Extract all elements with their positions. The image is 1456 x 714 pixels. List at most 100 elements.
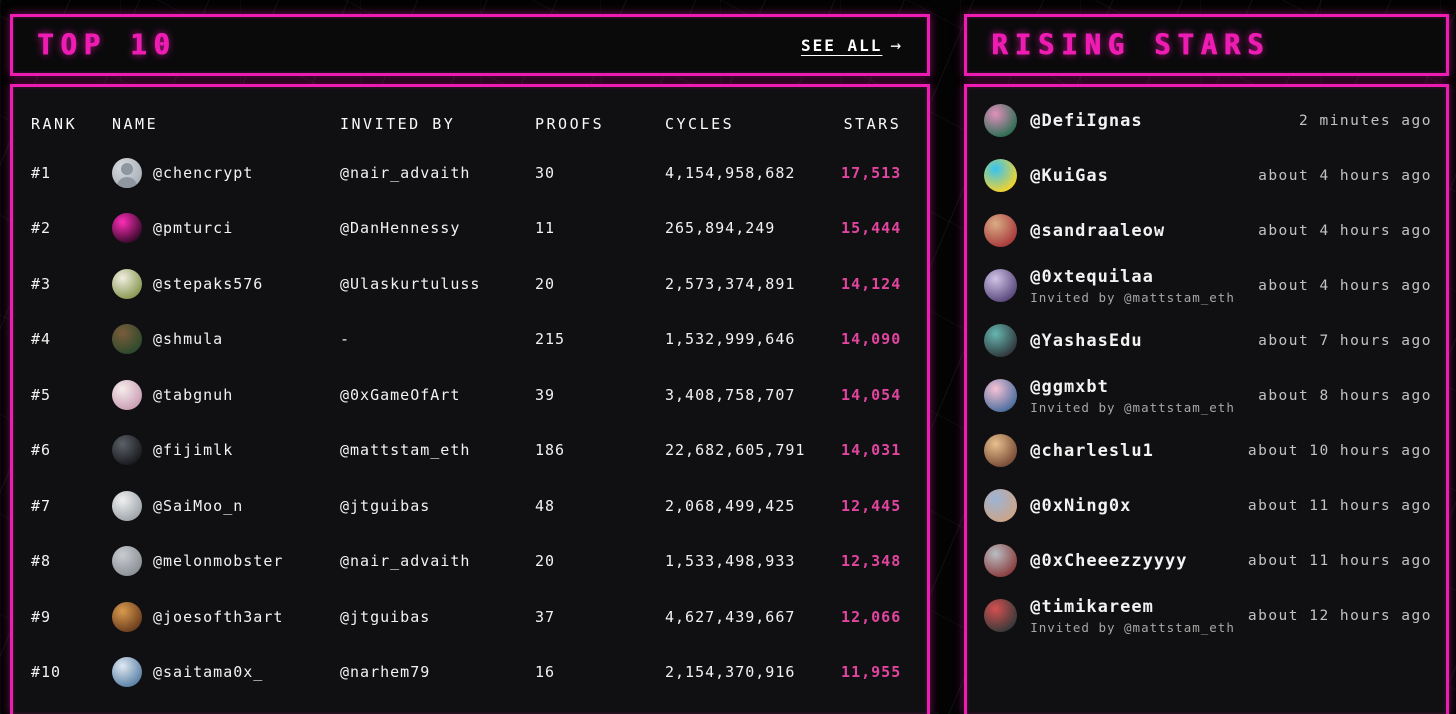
- duck-avatar: [112, 268, 142, 299]
- rank-cell: #5: [31, 385, 52, 404]
- table-row[interactable]: #7 @SaiMoo_n @jtguibas 48 2,068,499,425 …: [31, 478, 901, 534]
- name-cell: @pmturci: [112, 213, 340, 244]
- timestamp: about 12 hours ago: [1247, 607, 1432, 624]
- rising-star-item[interactable]: @KuiGas about 4 hours ago: [984, 148, 1432, 203]
- stars-cell: 17,513: [841, 163, 902, 182]
- name-cell: @stepaks576: [112, 268, 340, 299]
- stars-cell: 12,066: [841, 607, 902, 626]
- column-header-invited-by: INVITED BY: [340, 115, 456, 133]
- stars-cell: 14,054: [841, 385, 902, 404]
- table-header-row: RANK NAME INVITED BY PROOFS CYCLES STARS: [31, 101, 901, 145]
- rising-star-item[interactable]: @0xCheeezzyyyy about 11 hours ago: [984, 533, 1432, 588]
- cycles-cell: 265,894,249: [665, 219, 776, 238]
- timestamp: about 11 hours ago: [1247, 497, 1432, 514]
- username: @saitama0x_: [153, 663, 264, 682]
- rising-star-item[interactable]: @charleslu1 about 10 hours ago: [984, 423, 1432, 478]
- table-row[interactable]: #5 @tabgnuh @0xGameOfArt 39 3,408,758,70…: [31, 367, 901, 423]
- column-header-stars: STARS: [843, 115, 902, 133]
- rising-star-item[interactable]: @0xtequilaa Invited by @mattstam_eth abo…: [984, 258, 1432, 313]
- table-row[interactable]: #1 @chencrypt @nair_advaith 30 4,154,958…: [31, 145, 901, 201]
- rising-star-item[interactable]: @YashasEdu about 7 hours ago: [984, 313, 1432, 368]
- teal-avatar: [984, 324, 1018, 357]
- stars-cell: 11,955: [841, 663, 902, 682]
- invited-by-cell: @jtguibas: [340, 496, 431, 515]
- table-row[interactable]: #9 @joesofth3art @jtguibas 37 4,627,439,…: [31, 589, 901, 645]
- cycles-cell: 4,154,958,682: [665, 163, 796, 182]
- cycles-cell: 3,408,758,707: [665, 385, 796, 404]
- rising-star-item[interactable]: @0xNing0x about 11 hours ago: [984, 478, 1432, 533]
- proofs-cell: 215: [535, 330, 566, 349]
- rising-star-item[interactable]: @ggmxbt Invited by @mattstam_eth about 8…: [984, 368, 1432, 423]
- stars-cell: 14,124: [841, 274, 902, 293]
- table-row[interactable]: #8 @melonmobster @nair_advaith 20 1,533,…: [31, 534, 901, 590]
- invited-by-cell: @jtguibas: [340, 607, 431, 626]
- rising-star-item[interactable]: @sandraaleow about 4 hours ago: [984, 203, 1432, 258]
- username: @YashasEdu: [1030, 330, 1143, 351]
- table-row[interactable]: #6 @fijimlk @mattstam_eth 186 22,682,605…: [31, 423, 901, 479]
- entry-text: @KuiGas: [1030, 166, 1109, 186]
- rank-cell: #10: [31, 663, 62, 682]
- see-all-link[interactable]: SEE ALL →: [801, 35, 903, 56]
- cartoon-avatar: [112, 601, 142, 632]
- table-row[interactable]: #3 @stepaks576 @Ulaskurtuluss 20 2,573,3…: [31, 256, 901, 312]
- seal-avatar: [112, 546, 142, 577]
- proofs-cell: 30: [535, 163, 556, 182]
- cycles-cell: 2,573,374,891: [665, 274, 796, 293]
- invited-by-label: Invited by @mattstam_eth: [1030, 399, 1235, 415]
- username: @ggmxbt: [1030, 376, 1109, 397]
- username: @0xCheeezzyyyy: [1030, 550, 1188, 571]
- person-icon: [117, 176, 137, 188]
- name-cell: @fijimlk: [112, 435, 340, 466]
- top10-table-panel: RANK NAME INVITED BY PROOFS CYCLES STARS…: [10, 84, 931, 714]
- entry-text: @0xCheeezzyyyy: [1030, 551, 1187, 571]
- column-header-rank: RANK: [31, 115, 78, 133]
- default-person-avatar: [112, 157, 142, 188]
- entry-text: @DefiIgnas: [1030, 111, 1142, 131]
- rising-star-item[interactable]: @DefiIgnas 2 minutes ago: [984, 93, 1432, 148]
- gray-figure-avatar: [984, 544, 1018, 577]
- table-row[interactable]: #10 @saitama0x_ @narhem79 16 2,154,370,9…: [31, 645, 901, 701]
- cartoon-face-avatar: [984, 434, 1018, 467]
- pixel-art-avatar: [984, 159, 1018, 192]
- red-cap-avatar: [984, 599, 1018, 632]
- white-cat-avatar: [112, 490, 142, 521]
- username: @0xNing0x: [1030, 495, 1132, 516]
- column-header-cycles: CYCLES: [665, 115, 735, 133]
- name-cell: @melonmobster: [112, 546, 340, 577]
- table-row[interactable]: #4 @shmula - 215 1,532,999,646 14,090: [31, 312, 901, 368]
- timestamp: about 10 hours ago: [1247, 442, 1432, 459]
- arrow-right-icon: →: [890, 34, 904, 56]
- see-all-label: SEE ALL: [800, 35, 883, 55]
- entry-text: @ggmxbt Invited by @mattstam_eth: [1030, 377, 1235, 415]
- stars-cell: 14,031: [841, 441, 902, 460]
- username: @shmula: [153, 330, 224, 349]
- username: @melonmobster: [153, 552, 284, 571]
- column-header-proofs: PROOFS: [535, 115, 605, 133]
- table-row[interactable]: #2 @pmturci @DanHennessy 11 265,894,249 …: [31, 201, 901, 257]
- rank-cell: #7: [31, 496, 52, 515]
- stars-cell: 15,444: [841, 219, 902, 238]
- username: @sandraaleow: [1030, 220, 1166, 241]
- username: @DefiIgnas: [1030, 110, 1143, 131]
- username: @SaiMoo_n: [153, 496, 244, 515]
- timestamp: 2 minutes ago: [1299, 112, 1432, 129]
- top10-section: TOP 10 SEE ALL → RANK NAME INVITED BY PR…: [10, 14, 931, 714]
- anime-girl-avatar: [984, 379, 1018, 412]
- invited-by-cell: @mattstam_eth: [340, 441, 471, 460]
- invited-by-cell: @nair_advaith: [340, 163, 471, 182]
- portrait-avatar: [984, 489, 1018, 522]
- proofs-cell: 20: [535, 552, 556, 571]
- rising-star-item[interactable]: @timikareem Invited by @mattstam_eth abo…: [984, 588, 1432, 643]
- stars-cell: 12,348: [841, 552, 902, 571]
- rising-stars-header-panel: RISING STARS: [964, 14, 1449, 76]
- invited-by-label: Invited by @mattstam_eth: [1030, 289, 1235, 305]
- username: @tabgnuh: [153, 385, 234, 404]
- rising-stars-section: RISING STARS @DefiIgnas 2 minutes ago @K…: [964, 14, 1449, 714]
- stars-cell: 12,445: [841, 496, 902, 515]
- proofs-cell: 20: [535, 274, 556, 293]
- invited-by-label: Invited by @mattstam_eth: [1030, 619, 1235, 635]
- username: @pmturci: [153, 219, 234, 238]
- entry-text: @YashasEdu: [1030, 331, 1142, 351]
- name-cell: @shmula: [112, 324, 340, 355]
